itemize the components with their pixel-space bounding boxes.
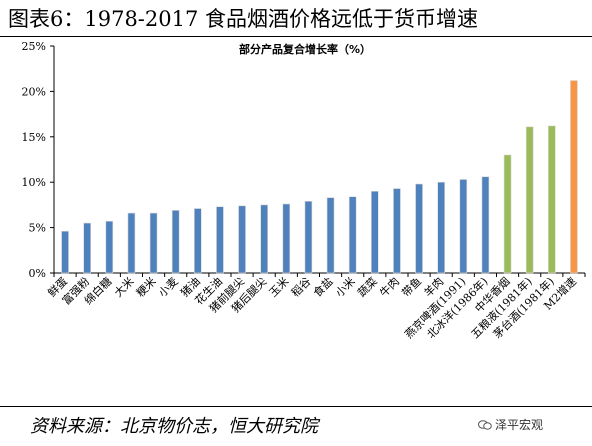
bar (371, 190, 379, 274)
bar (61, 230, 69, 274)
source-note: 资料来源：北京物价志，恒大研究院 (30, 416, 318, 437)
watermark-text: 泽平宏观 (495, 418, 544, 432)
figure-title: 图表6：1978-2017 食品烟酒价格远低于货币增速 (8, 7, 479, 31)
x-tick-label: 牛肉 (377, 274, 402, 299)
bar (548, 125, 556, 274)
bar (149, 212, 158, 274)
wechat-icon (478, 420, 492, 430)
bar (415, 183, 423, 274)
y-tick-label: 25% (22, 40, 46, 53)
x-tick-label: 食盐 (310, 274, 335, 299)
bar (105, 220, 114, 274)
figure-footer: 资料来源：北京物价志，恒大研究院 泽平宏观 (0, 406, 592, 446)
x-tick-label: 小麦 (156, 275, 181, 300)
bar (171, 210, 180, 274)
x-tick-label: 蔬菜 (355, 275, 380, 300)
bar (570, 80, 578, 274)
y-tick-label: 10% (22, 176, 46, 189)
bar (437, 181, 445, 274)
figure-header: 图表6：1978-2017 食品烟酒价格远低于货币增速 (0, 0, 592, 37)
x-tick-label: 大米 (111, 274, 136, 299)
y-tick-label: 20% (22, 85, 46, 98)
y-tick-label: 15% (22, 131, 46, 144)
bar (238, 205, 246, 274)
watermark: 泽平宏观 (478, 416, 543, 433)
bar (503, 154, 512, 274)
bar (194, 208, 202, 274)
bar (304, 200, 313, 274)
bar (481, 176, 490, 274)
y-tick-label: 0% (29, 267, 46, 280)
bar-chart: 0%5%10%15%20%25% 部分产品复合增长率（%）鲜蛋富强粉绵白糖大米粳米… (22, 40, 586, 341)
bar (326, 197, 335, 274)
y-tick-label: 5% (29, 222, 46, 235)
bar (216, 206, 224, 274)
chart-title: 部分产品复合增长率（%） (239, 42, 371, 56)
bar (348, 196, 357, 274)
bar (282, 203, 291, 274)
x-tick-label: 玉米 (267, 275, 292, 300)
bar (127, 212, 136, 274)
x-tick-label: 带鱼 (399, 274, 424, 299)
x-tick-label: 粳米 (133, 274, 158, 299)
bar (83, 222, 91, 274)
x-tick-label: 小米 (333, 275, 358, 300)
x-tick-label: 稻谷 (289, 275, 314, 300)
bar (260, 204, 268, 274)
bar (525, 126, 534, 274)
bar (459, 179, 468, 274)
bar (393, 188, 401, 274)
